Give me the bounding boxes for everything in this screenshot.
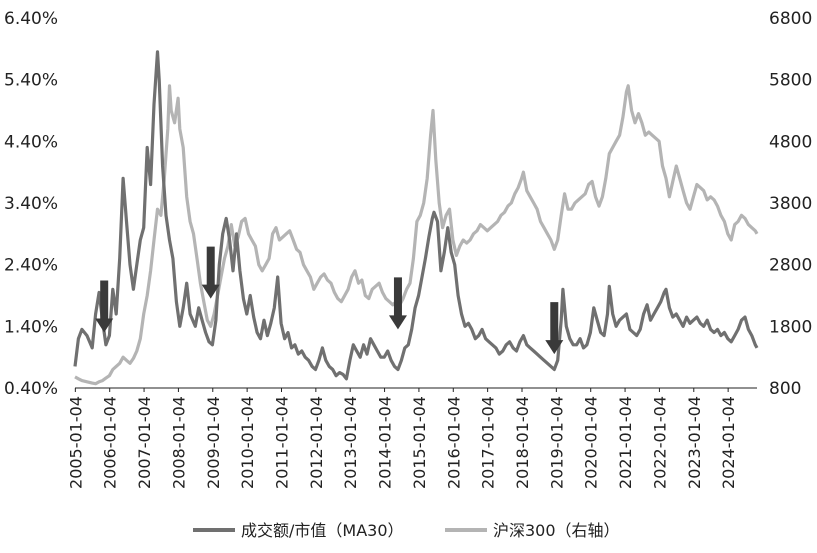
left-axis-tick-label: 0.40% [4, 379, 58, 399]
legend: 成交额/市值（MA30） 沪深300（右轴） [193, 521, 620, 540]
series-line-hs300 [74, 84, 759, 386]
x-axis-tick-label: 2006-01-04 [101, 396, 120, 489]
left-axis-tick-label: 6.40% [4, 9, 58, 29]
legend-label: 沪深300（右轴） [493, 521, 620, 540]
x-axis-tick-label: 2010-01-04 [238, 396, 257, 489]
legend-label: 成交额/市值（MA30） [241, 521, 404, 540]
x-axis-tick-label: 2024-01-04 [719, 396, 738, 489]
x-axis-tick-label: 2021-01-04 [616, 396, 635, 489]
left-axis-ticks: 0.40% 1.40% 2.40% 3.40% 4.40% 5.40% 6.40% [4, 9, 58, 399]
x-axis-tick-label: 2016-01-04 [444, 396, 463, 489]
left-axis-tick-label: 3.40% [4, 194, 58, 214]
down-arrow-marker [95, 280, 114, 333]
down-arrow-marker [545, 302, 564, 355]
series-line-turnover-ratio [73, 50, 759, 381]
annotation-arrows [95, 246, 564, 355]
x-axis-tick-label: 2008-01-04 [169, 396, 188, 489]
left-axis-tick-label: 5.40% [4, 71, 58, 91]
right-axis-tick-label: 6800 [769, 9, 812, 29]
right-axis-ticks: 800 1800 2800 3800 4800 5800 6800 [769, 9, 812, 399]
left-axis-tick-label: 2.40% [4, 256, 58, 276]
x-axis-tick-label: 2013-01-04 [341, 396, 360, 489]
x-axis-tick-label: 2023-01-04 [685, 396, 704, 489]
x-axis-tick-label: 2005-01-04 [66, 396, 85, 489]
right-axis-tick-label: 4800 [769, 132, 812, 152]
x-axis-tick-label: 2022-01-04 [650, 396, 669, 489]
right-axis-tick-label: 3800 [769, 194, 812, 214]
x-axis-tick-label: 2018-01-04 [513, 396, 532, 489]
x-axis-tick-label: 2014-01-04 [376, 396, 395, 489]
x-axis-tick-label: 2015-01-04 [410, 396, 429, 489]
x-axis-tick-label: 2009-01-04 [204, 396, 223, 489]
x-axis-ticks: 2005-01-04 2006-01-04 2007-01-04 2008-01-04… [66, 388, 738, 489]
x-axis-tick-label: 2020-01-04 [582, 396, 601, 489]
down-arrow-marker [388, 277, 407, 330]
series-layer [73, 50, 759, 386]
x-axis-tick-label: 2019-01-04 [547, 396, 566, 489]
left-axis-tick-label: 4.40% [4, 132, 58, 152]
right-axis-tick-label: 2800 [769, 256, 812, 276]
right-axis-tick-label: 800 [769, 379, 801, 399]
x-axis-tick-label: 2011-01-04 [272, 396, 291, 489]
x-axis-tick-label: 2012-01-04 [307, 396, 326, 489]
right-axis-tick-label: 5800 [769, 71, 812, 91]
x-axis-tick-label: 2017-01-04 [479, 396, 498, 489]
left-axis-tick-label: 1.40% [4, 317, 58, 337]
right-axis-tick-label: 1800 [769, 317, 812, 337]
down-arrow-marker [201, 246, 220, 299]
x-axis-tick-label: 2007-01-04 [135, 396, 154, 489]
